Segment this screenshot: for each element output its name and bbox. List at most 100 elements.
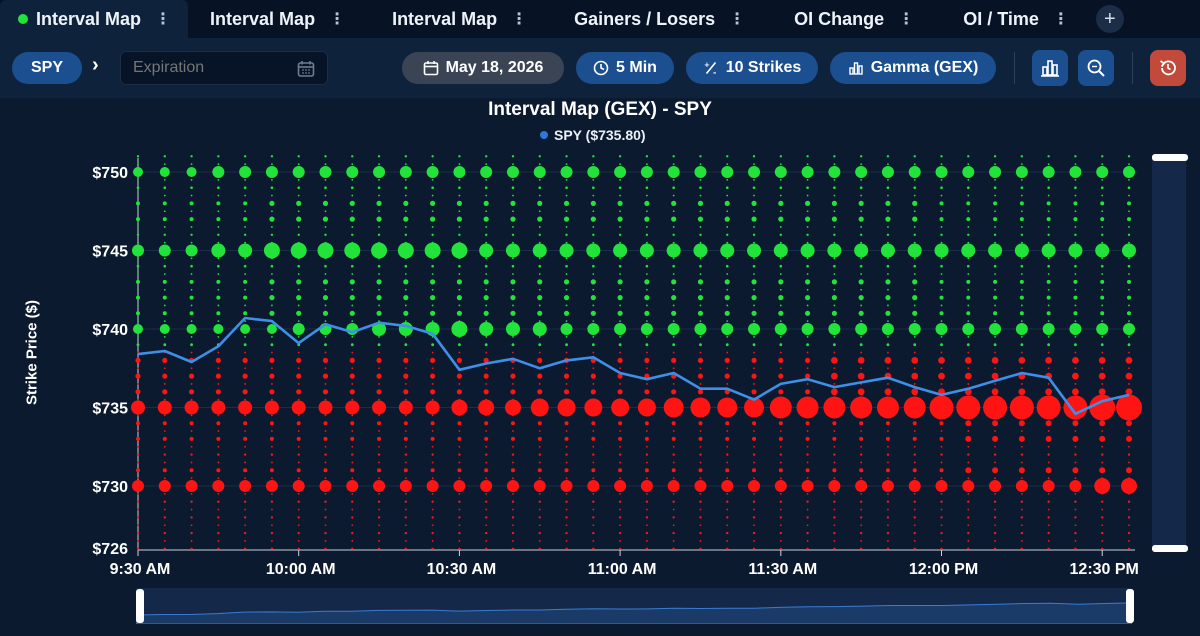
gex-micro-dot: [940, 492, 943, 495]
reset-button[interactable]: [1150, 50, 1186, 86]
gex-minor-dot: [967, 531, 970, 535]
date-picker-button[interactable]: May 18, 2026: [402, 52, 564, 84]
gex-minor-dot: [859, 421, 864, 426]
metric-button[interactable]: Gamma (GEX): [830, 52, 996, 84]
gex-micro-dot: [699, 210, 702, 213]
expiration-input[interactable]: [133, 59, 293, 77]
gex-minor-dot: [1047, 155, 1050, 158]
tab-menu-icon[interactable]: ⋮: [898, 11, 914, 28]
gex-minor-dot: [163, 547, 166, 550]
gex-micro-dot: [565, 273, 568, 275]
gex-micro-dot: [887, 477, 889, 480]
tab-menu-icon[interactable]: ⋮: [729, 11, 745, 28]
gex-micro-dot: [244, 163, 247, 166]
gex-micro-dot: [860, 320, 863, 323]
gex-micro-dot: [404, 398, 407, 401]
gex-micro-dot: [1101, 163, 1104, 166]
gex-micro-dot: [940, 524, 943, 527]
calendar-icon[interactable]: [297, 60, 315, 78]
gex-micro-dot: [860, 241, 863, 244]
gex-minor-dot: [1019, 311, 1024, 316]
gex-micro-dot: [753, 351, 755, 354]
tab-oi-time[interactable]: OI / Time ⋮: [945, 0, 1086, 38]
y-tick-label: $740: [92, 322, 128, 339]
gex-strike-bubble: [1069, 480, 1082, 492]
gex-micro-dot: [512, 320, 514, 323]
gex-micro-dot: [538, 163, 541, 166]
gex-minor-dot: [565, 155, 568, 158]
add-tab-button[interactable]: +: [1095, 5, 1124, 33]
gex-strike-bubble: [265, 166, 278, 178]
tab-menu-icon[interactable]: ⋮: [1052, 11, 1069, 28]
gex-minor-dot: [270, 233, 274, 236]
gex-micro-dot: [726, 335, 729, 338]
gex-minor-dot: [324, 264, 327, 268]
gex-micro-dot: [137, 335, 139, 338]
gex-minor-dot: [456, 310, 463, 316]
tab-menu-icon[interactable]: ⋮: [329, 11, 345, 28]
gex-minor-dot: [431, 547, 434, 550]
gex-minor-dot: [350, 264, 354, 268]
tab-interval-map-1[interactable]: Interval Map ⋮: [0, 0, 189, 38]
expiration-field[interactable]: [120, 51, 328, 85]
gex-micro-dot: [1101, 304, 1104, 307]
gex-minor-dot: [991, 372, 999, 380]
chart-type-button[interactable]: [1032, 50, 1068, 86]
navigator-handle-left[interactable]: [136, 589, 144, 623]
gex-minor-dot: [376, 200, 382, 206]
gex-micro-dot: [538, 351, 541, 354]
gex-minor-dot: [215, 389, 221, 395]
tab-gainers-losers[interactable]: Gainers / Losers ⋮: [556, 0, 762, 38]
gex-minor-dot: [377, 531, 381, 535]
gex-micro-dot: [190, 288, 193, 291]
gex-micro-dot: [592, 367, 595, 370]
gex-minor-dot: [483, 373, 489, 379]
gex-micro-dot: [297, 351, 300, 354]
gex-micro-dot: [271, 430, 273, 432]
strike-range-handle-bottom[interactable]: [1152, 545, 1188, 552]
gex-micro-dot: [913, 178, 916, 181]
gex-micro-dot: [565, 210, 568, 213]
gex-micro-dot: [1047, 288, 1050, 291]
ticker-button[interactable]: SPY: [12, 52, 82, 84]
zoom-search-button[interactable]: [1078, 50, 1114, 86]
gex-micro-dot: [297, 273, 300, 275]
strike-range-handle-top[interactable]: [1152, 154, 1188, 161]
tab-menu-icon[interactable]: ⋮: [511, 11, 527, 28]
tab-interval-map-3[interactable]: Interval Map ⋮: [374, 0, 544, 38]
gex-micro-dot: [672, 540, 675, 542]
gex-micro-dot: [217, 414, 220, 417]
chart-legend[interactable]: SPY ($735.80): [540, 127, 646, 143]
strike-range-scroller[interactable]: [1152, 158, 1186, 550]
tab-oi-change[interactable]: OI Change ⋮: [776, 0, 931, 38]
navigator-handle-right[interactable]: [1126, 589, 1134, 623]
time-navigator[interactable]: [135, 588, 1133, 625]
gex-micro-dot: [485, 524, 488, 527]
gex-micro-dot: [967, 445, 970, 448]
gex-micro-dot: [1047, 241, 1050, 244]
gex-micro-dot: [833, 492, 836, 495]
gex-micro-dot: [137, 540, 139, 542]
tab-menu-icon[interactable]: ⋮: [155, 11, 171, 28]
gex-minor-dot: [324, 531, 327, 535]
gex-minor-dot: [323, 468, 328, 473]
gex-minor-dot: [671, 279, 677, 285]
gex-minor-dot: [752, 468, 757, 473]
gex-micro-dot: [324, 414, 327, 417]
gex-minor-dot: [163, 155, 166, 158]
interval-button[interactable]: 5 Min: [576, 52, 674, 84]
gex-minor-dot: [671, 216, 677, 222]
gex-minor-dot: [672, 547, 675, 550]
gex-micro-dot: [378, 163, 380, 166]
gex-micro-dot: [190, 524, 193, 527]
gex-minor-dot: [484, 547, 488, 550]
gex-micro-dot: [351, 445, 354, 448]
gex-micro-dot: [137, 288, 139, 291]
gex-minor-dot: [726, 516, 729, 519]
strikes-button[interactable]: + - 10 Strikes: [686, 52, 818, 84]
gex-micro-dot: [1020, 210, 1023, 213]
gex-micro-dot: [1074, 367, 1077, 370]
gex-micro-dot: [190, 492, 193, 495]
tab-interval-map-2[interactable]: Interval Map ⋮: [192, 0, 362, 38]
